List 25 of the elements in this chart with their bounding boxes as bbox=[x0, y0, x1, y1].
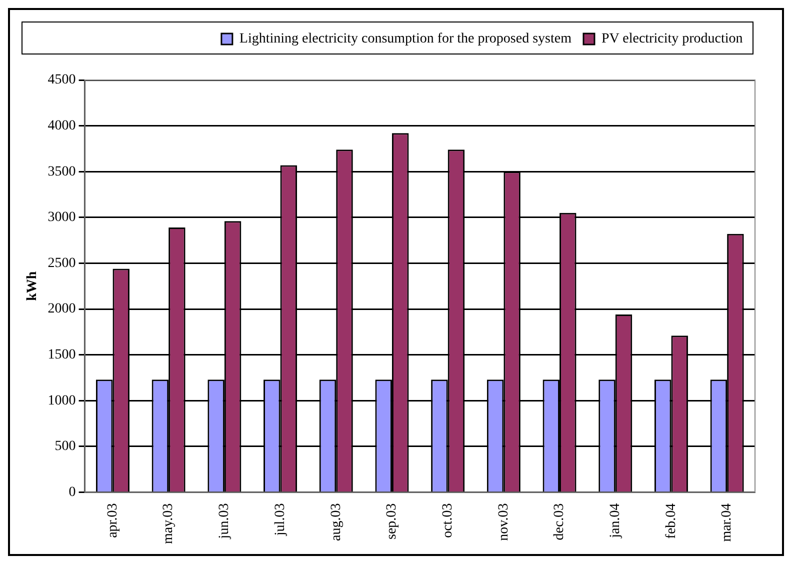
x-tick-label: sep.03 bbox=[384, 503, 400, 540]
x-tick-label: jan.04 bbox=[608, 503, 624, 539]
y-tick-label: 2000 bbox=[48, 302, 76, 317]
y-tick-label: 4000 bbox=[48, 118, 76, 134]
y-tick-label: 3500 bbox=[48, 164, 76, 180]
x-tick-label: apr.03 bbox=[105, 503, 120, 538]
y-axis-title: kWh bbox=[25, 271, 40, 301]
y-tick-label: 0 bbox=[68, 484, 76, 500]
y-tick-label: 2500 bbox=[48, 256, 76, 271]
y-tick-label: 500 bbox=[54, 439, 76, 454]
y-tick-label: 1500 bbox=[48, 348, 76, 363]
x-tick-label: nov.03 bbox=[496, 503, 512, 541]
legend-label: Lightining electricity consumption for the proposed system bbox=[239, 32, 572, 47]
legend-label: PV electricity production bbox=[601, 32, 743, 47]
y-tick-label: 1000 bbox=[48, 393, 76, 408]
y-tick-label: 4500 bbox=[48, 72, 76, 88]
x-tick-label: aug.03 bbox=[328, 503, 344, 542]
x-tick-label: may.03 bbox=[161, 503, 176, 544]
x-tick-label: feb.04 bbox=[664, 503, 679, 539]
x-tick-label: jul.03 bbox=[272, 503, 288, 537]
x-tick-label: oct.03 bbox=[440, 503, 456, 538]
x-tick-label: jun.03 bbox=[217, 503, 232, 540]
y-tick-label: 3000 bbox=[48, 210, 76, 226]
x-tick-label: dec.03 bbox=[552, 503, 568, 540]
x-tick-label: mar.04 bbox=[720, 503, 735, 542]
